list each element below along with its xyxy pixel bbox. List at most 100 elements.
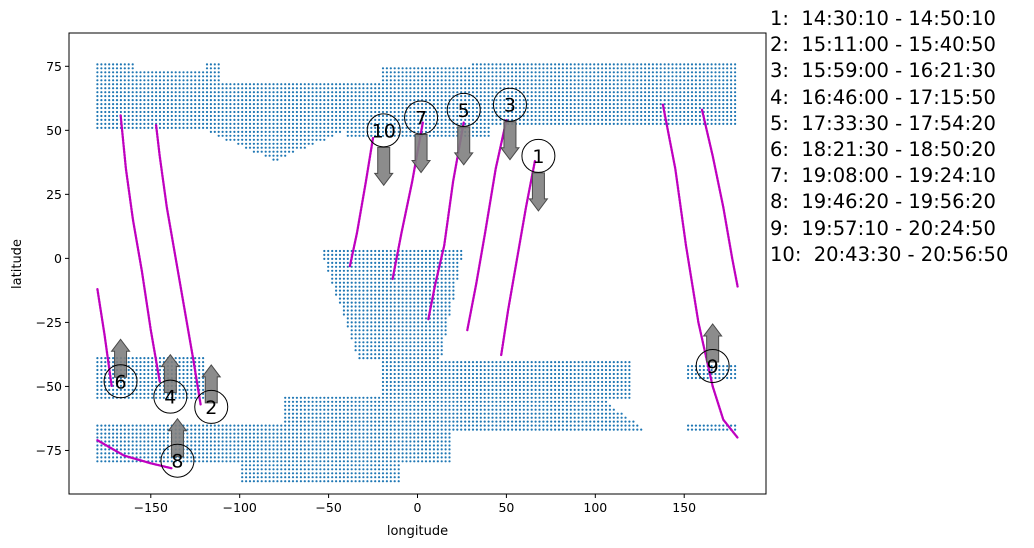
land-point [424,341,428,344]
land-point [342,396,345,399]
land-point [342,448,345,451]
land-point [417,365,420,368]
land-point [413,388,416,391]
land-point [503,388,506,391]
land-point [428,134,431,137]
land-point [710,365,713,368]
land-point [471,130,475,133]
land-point [284,472,287,475]
land-point [510,103,514,106]
land-point [335,464,338,467]
land-point [546,118,549,121]
land-point [213,114,216,118]
land-point [158,436,162,439]
land-point [401,357,404,360]
land-point [589,122,592,125]
land-point [428,396,431,399]
land-point [381,349,385,352]
land-point [401,297,404,300]
land-point [96,432,99,435]
land-point [303,396,306,399]
land-point [311,480,314,483]
land-point [651,106,655,110]
land-point [335,456,338,459]
land-point [401,432,404,435]
land-point [393,277,396,280]
land-point [608,412,612,415]
land-point [354,265,357,268]
land-point [280,428,283,431]
land-point [335,110,338,114]
land-point [221,460,224,463]
land-point [503,416,506,419]
land-point [385,353,388,356]
land-point [350,408,353,411]
land-point [319,416,322,419]
land-point [471,408,475,411]
land-point [295,420,298,423]
land-point [233,99,236,102]
land-point [331,416,334,419]
land-point [620,372,623,376]
land-point [507,384,510,387]
land-point [604,412,608,415]
land-point [401,404,404,407]
land-point [331,404,334,407]
land-point [280,154,283,157]
land-point [604,392,608,395]
land-point [409,134,412,137]
land-point [687,424,690,427]
land-point [432,277,435,280]
land-point [444,325,447,328]
land-point [405,293,408,296]
land-point [401,380,404,384]
land-point [499,361,502,364]
land-point [315,138,318,141]
land-point [346,448,349,451]
land-point [475,365,478,368]
land-point [436,424,439,427]
land-point [385,134,388,137]
land-point [158,365,162,368]
land-point [362,106,365,110]
land-point [291,424,295,427]
land-point [147,396,150,399]
land-point [131,103,134,106]
land-point [272,444,275,447]
land-point [530,380,533,384]
land-point [362,464,365,467]
land-point [190,448,193,451]
land-point [417,249,420,253]
land-point [327,468,330,471]
land-point [397,464,400,467]
land-point [323,472,326,475]
land-point [241,118,244,121]
land-point [366,277,369,280]
land-point [487,400,490,403]
land-point [401,361,404,364]
land-point [424,428,428,431]
land-point [385,388,388,391]
land-point [245,103,248,106]
land-point [307,476,310,479]
land-point [342,440,345,443]
land-point [295,400,298,403]
land-point [147,456,150,459]
land-point [221,134,224,137]
land-point [209,436,212,439]
land-point [241,428,244,431]
land-point [299,106,302,110]
land-point [225,118,228,121]
land-point [440,456,443,459]
land-point [444,376,447,380]
land-point [115,110,119,114]
land-point [612,376,615,380]
land-point [421,249,424,253]
land-point [213,452,216,455]
land-point [252,150,255,153]
land-point [569,114,572,118]
land-point [577,114,580,118]
land-point [370,253,373,256]
land-point [612,408,615,411]
land-point [225,448,228,451]
